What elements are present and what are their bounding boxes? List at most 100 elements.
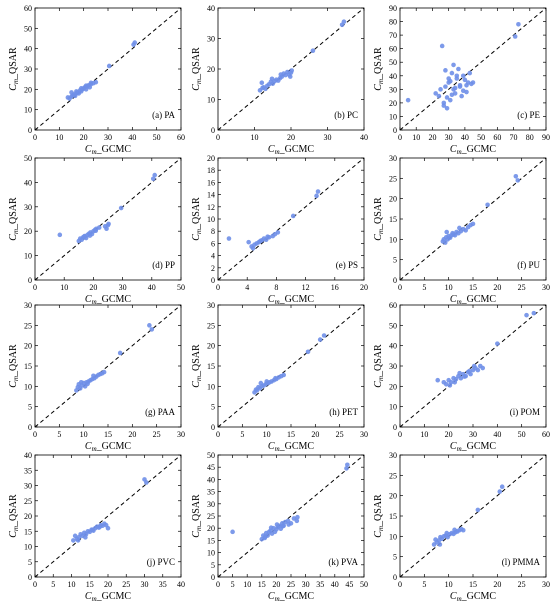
y-tick-label: 30 bbox=[24, 65, 32, 74]
data-point bbox=[268, 525, 274, 531]
data-point bbox=[106, 221, 111, 227]
data-point bbox=[515, 178, 521, 183]
data-point bbox=[246, 239, 251, 245]
data-point bbox=[457, 225, 462, 231]
y-tick-label: 60 bbox=[24, 4, 32, 13]
y-tick-label: 25 bbox=[207, 512, 215, 521]
x-tick-label: 30 bbox=[302, 580, 310, 589]
x-tick-label: 25 bbox=[153, 430, 161, 439]
data-point bbox=[150, 176, 156, 182]
data-point bbox=[516, 21, 521, 27]
x-tick-label: 15 bbox=[258, 580, 266, 589]
x-tick-label: 40 bbox=[128, 133, 136, 142]
y-tick-label: 20 bbox=[24, 227, 32, 236]
x-tick-label: 40 bbox=[177, 580, 185, 589]
x-tick-label: 0 bbox=[398, 133, 402, 142]
y-axis-title: Cm_QSAR bbox=[191, 344, 203, 388]
reference-line-y-equals-x bbox=[399, 454, 547, 578]
x-tick-label: 40 bbox=[493, 430, 501, 439]
data-point bbox=[269, 76, 275, 82]
y-tick-label: 20 bbox=[389, 99, 397, 108]
data-point bbox=[444, 530, 450, 536]
y-axis-title: Cm_QSAR bbox=[8, 47, 20, 91]
x-tick-label: 5 bbox=[51, 580, 55, 589]
x-tick-label: 40 bbox=[360, 133, 368, 142]
y-tick-label: 0 bbox=[28, 276, 32, 285]
y-tick-label: 5 bbox=[393, 256, 397, 265]
data-point bbox=[144, 480, 149, 485]
data-point bbox=[78, 379, 84, 385]
data-point bbox=[290, 213, 296, 219]
y-tick-label: 40 bbox=[207, 475, 215, 484]
y-tick-label: 10 bbox=[207, 215, 215, 224]
y-tick-label: 10 bbox=[389, 235, 397, 244]
y-tick-label: 10 bbox=[207, 96, 215, 105]
data-point bbox=[91, 373, 96, 379]
data-point bbox=[524, 312, 529, 318]
x-axis-title: Cm_GCMC bbox=[85, 591, 132, 603]
data-point bbox=[446, 76, 451, 81]
data-point bbox=[117, 350, 123, 356]
y-tick-label: 0 bbox=[211, 423, 215, 432]
x-tick-label: 10 bbox=[80, 430, 88, 439]
data-point bbox=[265, 234, 270, 239]
y-tick-label: 40 bbox=[24, 451, 32, 460]
data-point bbox=[531, 310, 537, 316]
reference-line-y-equals-x bbox=[217, 157, 365, 281]
x-tick-label: 50 bbox=[518, 430, 526, 439]
x-axis-title: Cm_GCMC bbox=[85, 294, 132, 306]
reference-line-y-equals-x bbox=[34, 454, 182, 578]
y-tick-label: 20 bbox=[389, 382, 397, 391]
x-tick-label: 30 bbox=[469, 430, 477, 439]
y-tick-label: 2 bbox=[211, 264, 215, 273]
data-point bbox=[471, 363, 477, 369]
data-point bbox=[230, 529, 235, 535]
x-tick-label: 10 bbox=[420, 430, 428, 439]
data-point bbox=[305, 349, 311, 355]
y-tick-label: 30 bbox=[389, 362, 397, 371]
data-point bbox=[447, 383, 453, 388]
x-tick-label: 20 bbox=[493, 283, 501, 292]
x-tick-label: 10 bbox=[68, 580, 76, 589]
y-tick-label: 30 bbox=[24, 301, 32, 310]
data-point bbox=[444, 95, 450, 100]
data-point bbox=[444, 106, 450, 111]
y-tick-label: 15 bbox=[24, 362, 32, 371]
y-tick-label: 50 bbox=[207, 451, 215, 460]
data-point bbox=[274, 522, 280, 527]
y-tick-label: 30 bbox=[24, 482, 32, 491]
x-tick-label: 30 bbox=[445, 133, 453, 142]
panel-label: (h) PET bbox=[329, 407, 358, 417]
panel-label: (c) PE bbox=[517, 110, 540, 120]
plot-frame bbox=[34, 157, 182, 281]
y-tick-label: 20 bbox=[207, 154, 215, 163]
data-point bbox=[93, 79, 99, 85]
reference-line-y-equals-x bbox=[399, 157, 547, 281]
x-tick-label: 0 bbox=[216, 283, 220, 292]
y-tick-label: 30 bbox=[207, 500, 215, 509]
panel-label: (e) PS bbox=[336, 260, 358, 270]
panel-label: (b) PC bbox=[334, 110, 358, 120]
y-tick-label: 0 bbox=[393, 276, 397, 285]
data-point bbox=[273, 375, 278, 381]
data-point bbox=[442, 240, 448, 245]
x-tick-label: 20 bbox=[287, 133, 295, 142]
y-axis-title: Cm_QSAR bbox=[191, 494, 203, 538]
data-point bbox=[294, 518, 300, 524]
data-point bbox=[485, 202, 490, 208]
data-point bbox=[454, 73, 460, 79]
data-point bbox=[286, 522, 291, 527]
y-tick-label: 10 bbox=[24, 543, 32, 552]
data-point bbox=[280, 523, 286, 529]
data-point bbox=[226, 236, 232, 241]
x-axis-title: Cm_GCMC bbox=[85, 144, 132, 156]
data-point bbox=[462, 77, 468, 83]
y-tick-label: 5 bbox=[393, 553, 397, 562]
data-point bbox=[78, 86, 84, 91]
x-tick-label: 20 bbox=[311, 430, 319, 439]
data-point bbox=[315, 189, 321, 194]
data-point bbox=[463, 228, 469, 233]
y-axis-title: Cm_QSAR bbox=[191, 197, 203, 241]
data-point bbox=[57, 232, 63, 238]
y-tick-label: 25 bbox=[389, 471, 397, 480]
